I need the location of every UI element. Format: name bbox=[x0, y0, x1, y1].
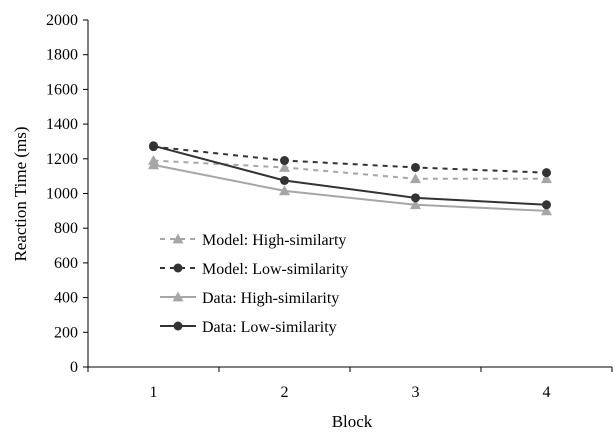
x-tick-label: 4 bbox=[543, 384, 551, 401]
legend-item: Data: Low-similarity bbox=[160, 319, 337, 336]
x-tick-label: 3 bbox=[412, 384, 420, 401]
data-point bbox=[279, 185, 290, 196]
y-tick-label: 200 bbox=[54, 324, 78, 341]
legend-marker bbox=[172, 233, 184, 244]
y-axis-ticks: 0 200 400 600 800 1000 1200 1400 1600 1800 2000 bbox=[46, 12, 88, 376]
y-tick-label: 1400 bbox=[46, 116, 78, 133]
y-tick-label: 1800 bbox=[46, 47, 78, 64]
y-tick-label: 0 bbox=[70, 359, 78, 376]
series-4 bbox=[149, 141, 551, 210]
legend: Model: High-similarty Model: Low-similari… bbox=[160, 232, 348, 336]
legend-label: Model: Low-similarity bbox=[202, 261, 348, 278]
series-3 bbox=[148, 159, 552, 216]
series-group bbox=[148, 141, 552, 216]
series-line bbox=[153, 144, 547, 206]
legend-marker bbox=[173, 321, 183, 331]
legend-marker bbox=[172, 291, 184, 302]
data-point bbox=[149, 141, 158, 151]
data-point bbox=[280, 175, 289, 185]
y-tick-label: 600 bbox=[54, 255, 78, 272]
legend-item: Model: Low-similarity bbox=[160, 261, 348, 278]
data-point bbox=[148, 159, 159, 170]
data-point bbox=[279, 161, 290, 172]
data-point bbox=[542, 168, 551, 178]
y-axis-title: Reaction Time (ms) bbox=[11, 126, 30, 261]
data-point bbox=[280, 156, 289, 166]
data-point bbox=[541, 205, 552, 216]
data-point bbox=[411, 193, 420, 203]
x-tick-label: 2 bbox=[281, 384, 289, 401]
y-tick-label: 1600 bbox=[46, 81, 78, 98]
data-point bbox=[410, 173, 421, 184]
y-tick-label: 1000 bbox=[46, 186, 78, 203]
series-line bbox=[153, 163, 547, 212]
legend-label: Model: High-similarty bbox=[202, 232, 346, 249]
data-point bbox=[542, 200, 551, 210]
legend-item: Data: High-similarity bbox=[160, 290, 339, 307]
legend-label: Data: High-similarity bbox=[202, 290, 339, 307]
series-1 bbox=[148, 155, 552, 184]
series-line bbox=[153, 145, 547, 174]
data-point bbox=[411, 162, 420, 172]
data-point bbox=[541, 173, 552, 184]
data-point bbox=[410, 199, 421, 210]
y-tick-label: 2000 bbox=[46, 12, 78, 29]
y-tick-label: 800 bbox=[54, 220, 78, 237]
x-tick-label: 1 bbox=[150, 384, 158, 401]
y-tick-label: 1200 bbox=[46, 151, 78, 168]
legend-label: Data: Low-similarity bbox=[202, 319, 337, 336]
x-axis-ticks: 1 2 3 4 bbox=[87, 367, 613, 401]
axes bbox=[87, 20, 612, 368]
legend-item: Model: High-similarty bbox=[160, 232, 346, 249]
y-tick-label: 400 bbox=[54, 290, 78, 307]
x-axis-title: Block bbox=[332, 412, 373, 431]
legend-marker bbox=[173, 263, 183, 273]
